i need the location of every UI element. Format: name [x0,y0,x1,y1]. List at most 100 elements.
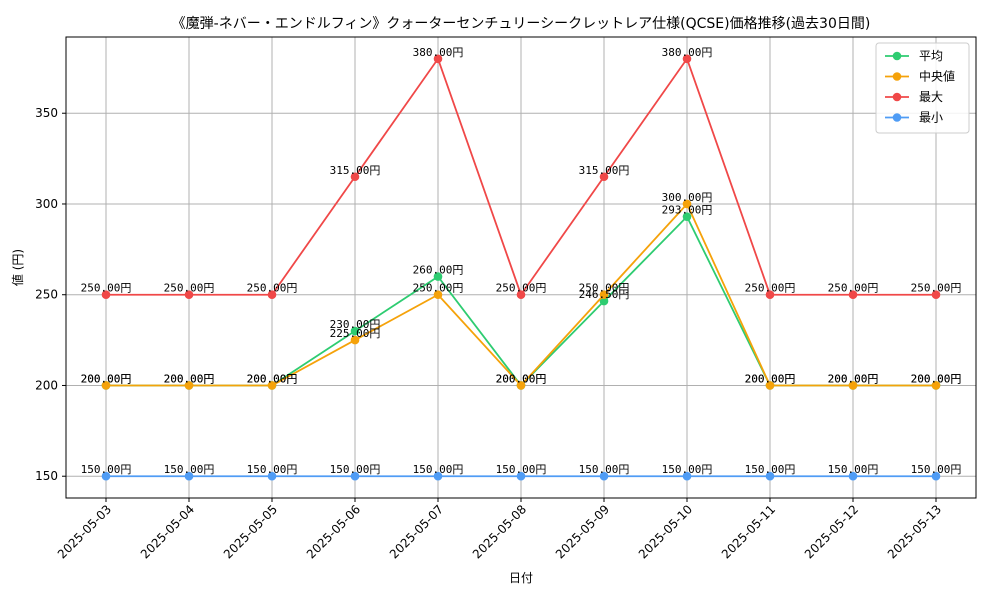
data-point [599,172,609,182]
data-label: 150.00円 [662,463,713,476]
data-label: 315.00円 [330,164,381,177]
data-point [516,290,526,300]
data-label: 315.00円 [579,164,630,177]
data-point [931,290,941,300]
legend-label: 最小 [919,111,943,125]
y-tick-label: 350 [35,106,58,120]
data-point [599,471,609,481]
data-point [765,381,775,390]
data-point [682,471,692,481]
data-label: 250.00円 [164,282,215,295]
data-point [101,471,111,481]
y-tick-label: 250 [35,288,58,302]
data-label: 200.00円 [911,372,962,385]
data-label: 260.00円 [413,264,464,277]
data-point [350,471,360,481]
data-point [101,381,111,390]
data-label: 250.00円 [413,282,464,295]
data-point [516,381,526,390]
y-tick-label: 300 [35,197,58,211]
data-point [848,471,858,481]
data-label: 150.00円 [496,463,547,476]
data-point [267,290,277,300]
data-point [184,471,194,481]
data-point [267,471,277,481]
data-label: 150.00円 [81,463,132,476]
data-point [433,272,443,281]
data-point [350,172,360,182]
data-point [267,381,277,390]
data-point [848,381,858,390]
data-point [599,290,609,300]
legend-marker [892,92,902,102]
data-label: 200.00円 [828,372,879,385]
data-label: 250.00円 [579,282,630,295]
data-point [516,471,526,481]
y-tick-label: 150 [35,469,58,483]
data-label: 150.00円 [911,463,962,476]
data-point [931,471,941,481]
data-label: 200.00円 [81,372,132,385]
data-point [101,290,111,300]
legend-label: 平均 [919,49,943,63]
data-point [184,290,194,300]
data-label: 200.00円 [164,372,215,385]
data-label: 200.00円 [496,372,547,385]
legend-label: 最大 [919,90,943,104]
data-label: 200.00円 [247,372,298,385]
legend-marker [892,72,902,81]
data-point [599,296,609,306]
data-label: 250.00円 [247,282,298,295]
data-point [350,335,360,345]
data-point [848,290,858,300]
data-point [433,54,443,64]
data-point [682,212,692,221]
data-label: 150.00円 [579,463,630,476]
data-point [184,381,194,390]
data-label: 200.00円 [81,372,132,385]
data-label: 200.00円 [828,372,879,385]
data-point [765,290,775,300]
data-label: 293.00円 [662,204,713,217]
data-label: 300.00円 [662,191,713,204]
data-label: 150.00円 [247,463,298,476]
data-label: 250.00円 [911,282,962,295]
data-point [433,290,443,300]
chart-title: 《魔弾-ネバー・エンドルフィン》クォーターセンチュリーシークレットレア仕様(QC… [172,16,871,32]
data-label: 200.00円 [496,372,547,385]
data-point [682,199,692,209]
y-tick-label: 200 [35,378,58,392]
data-label: 150.00円 [413,463,464,476]
x-axis-label: 日付 [509,571,533,585]
data-point [433,471,443,481]
legend-label: 中央値 [919,69,955,84]
data-label: 230.00円 [330,318,381,331]
y-axis-label: 値 (円) [10,249,25,286]
legend-box [875,42,970,134]
data-label: 200.00円 [911,372,962,385]
data-label: 250.00円 [81,282,132,295]
data-label: 200.00円 [247,372,298,385]
data-label: 200.00円 [745,372,796,385]
data-label: 150.00円 [164,463,215,476]
series-lines [101,54,941,481]
data-label: 380.00円 [662,46,713,59]
data-label: 250.00円 [828,282,879,295]
data-label: 200.00円 [745,372,796,385]
data-labels: 200.00円 200.00円 200.00円 230.00円 260.00円 200.0… [81,46,962,476]
data-point [931,381,941,390]
data-label: 200.00円 [164,372,215,385]
data-label: 246.50円 [579,288,630,301]
data-label: 250.00円 [496,282,547,295]
data-point [682,54,692,64]
legend-marker [892,51,902,61]
data-point [350,326,360,336]
data-label: 380.00円 [413,46,464,59]
data-label: 250.00円 [745,282,796,295]
data-label: 225.00円 [330,327,381,340]
data-label: 150.00円 [828,463,879,476]
